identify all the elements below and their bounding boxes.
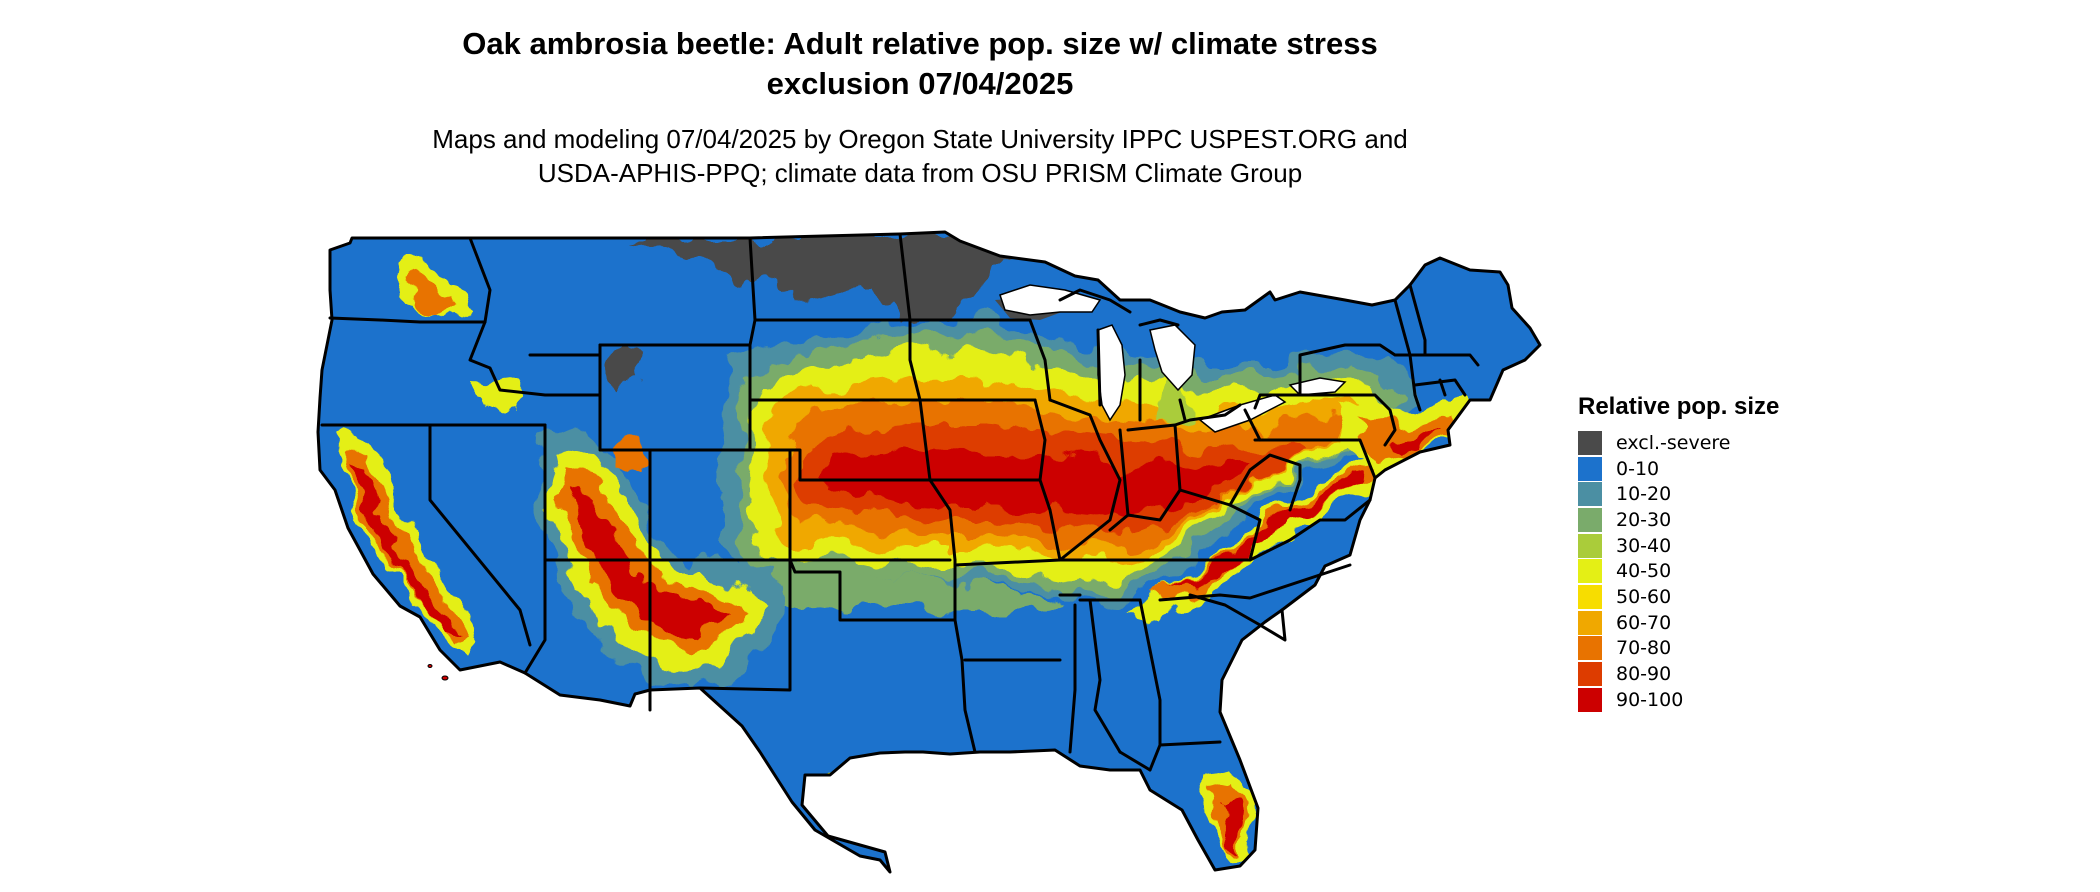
lake-superior: [999, 284, 1102, 316]
map-subtitle: Maps and modeling 07/04/2025 by Oregon S…: [380, 122, 1460, 190]
legend-label: 60-70: [1616, 611, 1672, 634]
legend-item: 20-30: [1578, 507, 1858, 533]
legend-swatch: [1578, 610, 1602, 635]
legend-item: 30-40: [1578, 533, 1858, 559]
legend-label: 70-80: [1616, 637, 1672, 660]
map-title: Oak ambrosia beetle: Adult relative pop.…: [380, 24, 1460, 104]
coastal-islands: [427, 664, 449, 681]
legend-item: excl.-severe: [1578, 430, 1858, 456]
legend-item: 60-70: [1578, 610, 1858, 636]
lake-ontario: [1288, 377, 1347, 396]
appalachian-band: [1135, 435, 1395, 615]
northeast-band: [1150, 385, 1475, 470]
map-legend: Relative pop. size excl.-severe 0-10 10-…: [1578, 392, 1858, 713]
legend-swatch: [1578, 636, 1602, 661]
southern-plains-band: [770, 560, 1060, 612]
state-borders: [316, 230, 1542, 874]
legend-swatch: [1578, 559, 1602, 584]
legend-label: 20-30: [1616, 508, 1672, 531]
legend-label: excl.-severe: [1616, 431, 1731, 454]
legend-swatch: [1578, 533, 1602, 558]
great-lakes: [999, 284, 1347, 433]
legend-swatch: [1578, 507, 1602, 532]
map-title-line-1: Oak ambrosia beetle: Adult relative pop.…: [462, 26, 1378, 61]
legend-swatch: [1578, 662, 1602, 687]
map-subtitle-line-2: USDA-APHIS-PPQ; climate data from OSU PR…: [537, 158, 1303, 188]
florida-band: [1200, 765, 1255, 862]
legend-item: 90-100: [1578, 687, 1858, 713]
map-title-line-2: exclusion 07/04/2025: [766, 66, 1074, 101]
legend-item: 0-10: [1578, 456, 1858, 482]
legend-item: 40-50: [1578, 558, 1858, 584]
legend-swatch: [1578, 687, 1602, 712]
legend-label: 10-20: [1616, 483, 1672, 506]
legend-item: 10-20: [1578, 481, 1858, 507]
legend-title: Relative pop. size: [1578, 393, 1780, 420]
legend-swatch: [1578, 456, 1602, 481]
legend-label: 30-40: [1616, 534, 1672, 557]
legend-label: 80-90: [1616, 663, 1672, 686]
legend-label: 50-60: [1616, 585, 1672, 608]
map-subtitle-line-1: Maps and modeling 07/04/2025 by Oregon S…: [432, 124, 1408, 154]
legend-items: excl.-severe 0-10 10-20 20-30 30-40 40-5…: [1578, 430, 1858, 713]
lake-huron: [1149, 324, 1196, 392]
legend-item: 70-80: [1578, 636, 1858, 662]
legend-swatch: [1578, 430, 1602, 455]
california-band: [335, 435, 480, 660]
legend-item: 50-60: [1578, 584, 1858, 610]
legend-label: 40-50: [1616, 560, 1672, 583]
legend-swatch: [1578, 482, 1602, 507]
legend-label: 90-100: [1616, 688, 1684, 711]
us-map: [300, 220, 1560, 890]
legend-label: 0-10: [1616, 457, 1660, 480]
legend-item: 80-90: [1578, 661, 1858, 687]
legend-swatch: [1578, 584, 1602, 609]
